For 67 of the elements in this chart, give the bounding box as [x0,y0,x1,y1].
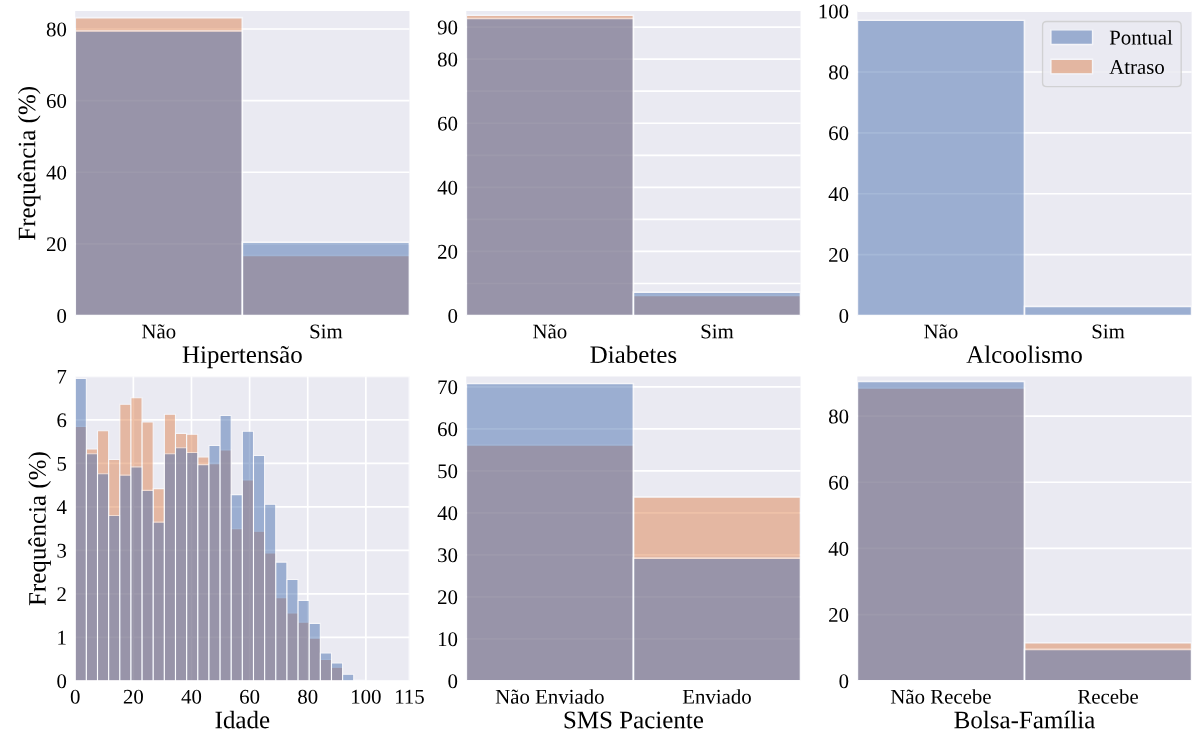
x-tick-label: 80 [298,689,318,704]
y-tick-label: 4 [56,500,67,515]
y-tick-label: 70 [438,380,458,395]
x-tick-label: Sim [701,324,734,339]
y-tick-label: 20 [46,237,67,252]
y-tick-label: 0 [448,308,458,323]
x-axis-title: Bolsa-Família [954,710,1095,729]
x-tick-label: Sim [310,324,343,339]
y-tick-label: 2 [57,587,66,602]
y-tick-label: 30 [438,548,458,563]
y-tick-label: 60 [46,94,67,109]
y-tick-label: 80 [828,409,849,424]
y-tick-label: 0 [57,308,67,323]
y-tick-label: 0 [839,308,849,323]
x-tick-label: Sim [1092,324,1125,339]
y-tick-label: 0 [57,674,67,689]
y-tick-label: 60 [438,422,458,437]
x-tick-label: 60 [240,689,260,704]
y-tick-label: 6 [57,413,67,428]
y-tick-label: 80 [437,52,458,67]
x-tick-label: Não [142,324,176,339]
x-tick-label: Não [924,324,958,339]
x-tick-label: 100 [352,689,381,704]
x-tick-label: Não [533,324,567,339]
y-tick-label: 20 [829,248,849,263]
y-tick-label: 40 [828,541,849,556]
x-tick-label: 40 [181,689,202,704]
y-axis-title: Frequência (%) [17,87,41,240]
x-axis-title: Diabetes [590,345,677,364]
y-tick-label: 3 [57,543,67,558]
y-tick-label: 60 [438,116,458,131]
y-tick-label: 60 [829,475,849,490]
y-tick-label: 5 [57,456,67,471]
y-tick-label: 10 [438,632,458,647]
y-tick-label: 1 [58,630,66,645]
legend-label: Atraso [1109,60,1164,75]
bar [632,557,801,681]
y-tick-label: 40 [437,180,458,195]
x-tick-label: Recebe [1078,689,1138,704]
y-tick-label: 0 [448,674,458,689]
y-tick-label: 20 [438,590,458,605]
y-tick-label: 80 [828,65,849,80]
x-tick-label: Não Recebe [890,689,991,704]
y-tick-label: 7 [57,369,67,384]
y-tick-label: 50 [438,464,458,479]
y-tick-label: 40 [828,187,849,202]
x-tick-label: Enviado [682,689,751,704]
x-tick-label: 20 [123,689,143,704]
x-axis-title: Idade [215,710,270,729]
y-tick-label: 20 [438,244,458,259]
x-axis-title: Hipertensão [182,346,302,369]
x-axis-title: Alcoolismo [966,345,1082,364]
x-tick-label: Não Enviado [495,689,604,704]
x-tick-label: 0 [70,689,80,704]
y-tick-label: 90 [437,20,458,35]
x-axis-title: SMS Paciente [564,711,704,729]
bar [241,241,410,316]
y-tick-label: 0 [839,674,849,689]
y-tick-label: 100 [819,4,849,19]
y-tick-label: 20 [829,608,849,623]
x-tick-label: 115 [396,689,424,704]
y-tick-label: 40 [437,506,458,521]
y-tick-label: 40 [46,165,67,180]
legend-label: Pontual [1109,29,1173,45]
y-axis-title: Frequência (%) [28,452,51,606]
y-tick-label: 60 [829,126,849,141]
y-tick-label: 80 [46,22,67,37]
